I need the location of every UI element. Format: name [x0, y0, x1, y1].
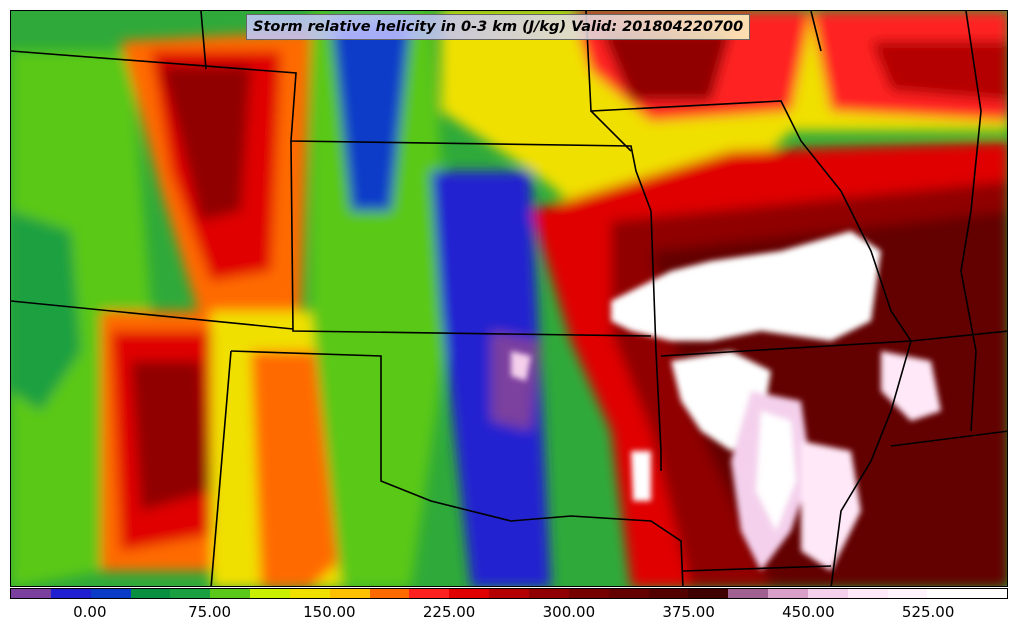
colorbar-swatch [11, 589, 51, 598]
colorbar-swatch [847, 589, 888, 598]
colorbar-swatch [927, 589, 968, 598]
colorbar-tick-label: 525.00 [901, 603, 955, 621]
helicity-map [10, 10, 1008, 587]
colorbar-swatch [90, 589, 131, 598]
colorbar-swatch [648, 589, 689, 598]
helicity-field [11, 11, 1007, 586]
colorbar-swatch [608, 589, 649, 598]
colorbar-swatch [449, 589, 490, 598]
colorbar-swatch [289, 589, 330, 598]
map-title: Storm relative helicity in 0-3 km (J/kg)… [246, 14, 751, 40]
colorbar-tick-label: 0.00 [73, 603, 107, 621]
colorbar-tick-label: 375.00 [662, 603, 715, 621]
colorbar-swatch [489, 589, 529, 598]
colorbar-swatch [967, 589, 1008, 598]
colorbar-swatch [50, 589, 91, 598]
colorbar-tick-label: 150.00 [303, 603, 356, 621]
colorbar-swatch [329, 589, 370, 598]
colorbar-swatch [688, 589, 729, 598]
colorbar-swatch [528, 589, 569, 598]
colorbar-tick-label: 450.00 [782, 603, 835, 621]
colorbar-tick-label: 225.00 [422, 603, 476, 621]
colorbar-swatch [728, 589, 769, 598]
colorbar-swatch [210, 589, 251, 598]
colorbar-swatch [568, 589, 609, 598]
colorbar-swatch [768, 589, 808, 598]
colorbar-swatch [170, 589, 211, 598]
colorbar-swatch [369, 589, 410, 598]
colorbar [10, 588, 1008, 599]
colorbar-tick-label: 75.00 [188, 603, 232, 621]
colorbar-swatch [409, 589, 450, 598]
colorbar-swatch [887, 589, 928, 598]
colorbar-tick-label: 300.00 [542, 603, 596, 621]
colorbar-swatch [250, 589, 290, 598]
colorbar-swatch [807, 589, 848, 598]
colorbar-labels: 0.00 75.00 150.00 225.00 300.00 375.00 450.00 5… [10, 603, 1008, 625]
colorbar-swatch [130, 589, 171, 598]
